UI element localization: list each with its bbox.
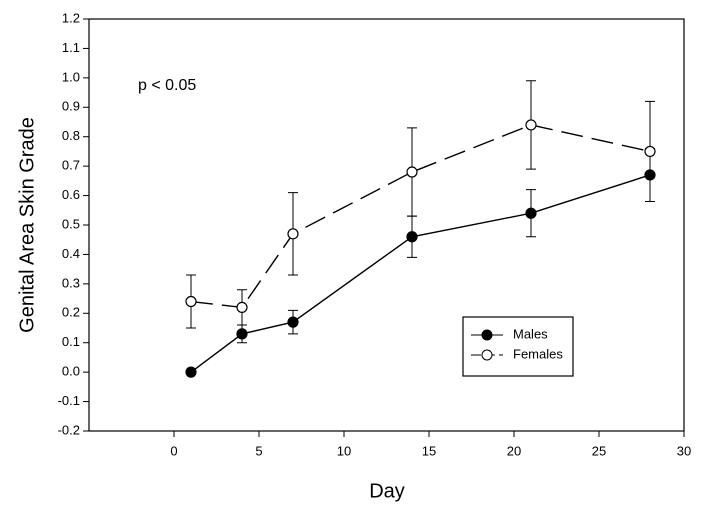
y-tick-label: 0.3 bbox=[62, 275, 80, 290]
x-tick-label: 30 bbox=[677, 443, 691, 458]
data-point bbox=[287, 228, 299, 240]
data-point bbox=[644, 145, 656, 158]
data-point bbox=[185, 366, 197, 378]
legend-box bbox=[462, 316, 574, 377]
data-point bbox=[406, 231, 418, 243]
data-point bbox=[287, 316, 299, 328]
data-point bbox=[236, 301, 248, 313]
y-tick-label: 1.0 bbox=[62, 69, 80, 84]
legend-label: Males bbox=[513, 326, 548, 341]
x-tick-label: 20 bbox=[507, 443, 521, 458]
series-line bbox=[190, 174, 651, 373]
x-tick-label: 10 bbox=[337, 443, 351, 458]
y-tick-label: 0.4 bbox=[62, 246, 80, 261]
data-point bbox=[236, 328, 248, 340]
y-tick-label: 0.6 bbox=[62, 187, 80, 202]
data-point bbox=[185, 295, 197, 308]
series-line bbox=[190, 124, 651, 309]
y-tick-label: -0.1 bbox=[58, 393, 80, 408]
data-point bbox=[406, 166, 418, 178]
y-tick-label: 1.1 bbox=[62, 40, 80, 55]
y-tick-label: 0.8 bbox=[62, 128, 80, 143]
y-tick-label: 0.2 bbox=[62, 305, 80, 320]
data-point bbox=[525, 207, 537, 219]
y-axis-label: Genital Area Skin Grade bbox=[16, 117, 38, 333]
y-tick-label: -0.2 bbox=[58, 422, 80, 437]
legend-marker bbox=[481, 329, 493, 341]
y-tick-label: 0.7 bbox=[62, 158, 80, 173]
annotation: p < 0.05 bbox=[138, 77, 196, 94]
y-tick-label: 1.2 bbox=[62, 10, 80, 25]
x-axis-label: Day bbox=[369, 480, 405, 502]
x-tick-label: 0 bbox=[170, 443, 177, 458]
data-point bbox=[525, 119, 537, 131]
x-tick-label: 15 bbox=[422, 443, 436, 458]
legend-marker bbox=[481, 349, 493, 361]
y-tick-label: 0.9 bbox=[62, 99, 80, 114]
legend-label: Females bbox=[513, 346, 563, 361]
x-tick-label: 5 bbox=[255, 443, 262, 458]
y-tick-label: 0.0 bbox=[62, 364, 80, 379]
y-tick-label: 0.1 bbox=[62, 334, 80, 349]
y-tick-label: 0.5 bbox=[62, 216, 80, 231]
x-tick-label: 25 bbox=[592, 443, 606, 458]
